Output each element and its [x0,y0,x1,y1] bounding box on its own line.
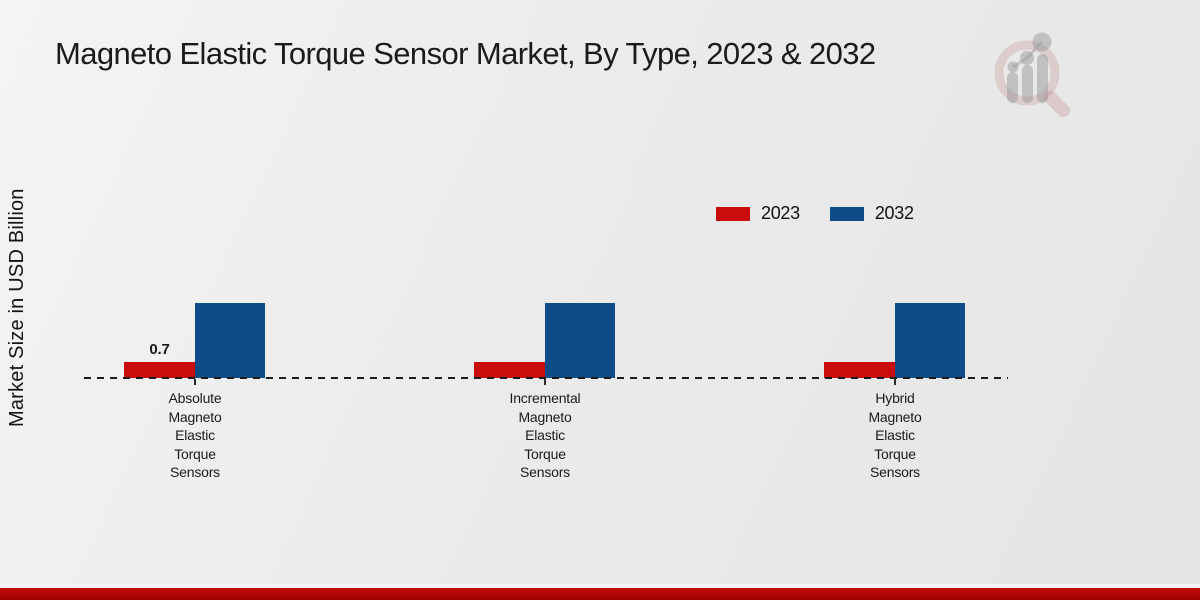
legend-swatch-2023 [716,206,750,221]
bar-2023 [474,362,545,378]
x-axis-baseline [84,377,1008,379]
bar-value-label: 0.7 [149,341,170,358]
legend-label-2032: 2032 [874,203,914,223]
bar-2032 [545,303,615,378]
legend-item-2023: 2023 [716,203,800,224]
chart-title: Magneto Elastic Torque Sensor Market, By… [55,36,876,71]
footer-light-strip [0,584,1200,588]
legend: 2023 2032 [716,203,914,224]
x-axis-tick [894,379,896,385]
legend-item-2032: 2032 [829,203,914,224]
x-axis-tick [544,379,546,385]
footer-red-band [0,588,1200,600]
bar-2032 [895,303,965,378]
bar-2023 [824,362,895,378]
legend-label-2023: 2023 [761,203,800,223]
category-label: Hybrid Magneto Elastic Torque Sensors [868,390,922,480]
category-label: Absolute Magneto Elastic Torque Sensors [168,390,222,480]
bar-2023 [124,362,195,378]
magnifier-bar-chart-logo-icon [993,31,1083,121]
x-axis-tick [194,379,196,385]
legend-swatch-2032 [829,206,864,221]
category-label: Incremental Magneto Elastic Torque Senso… [509,390,581,480]
bar-2032 [195,303,265,378]
